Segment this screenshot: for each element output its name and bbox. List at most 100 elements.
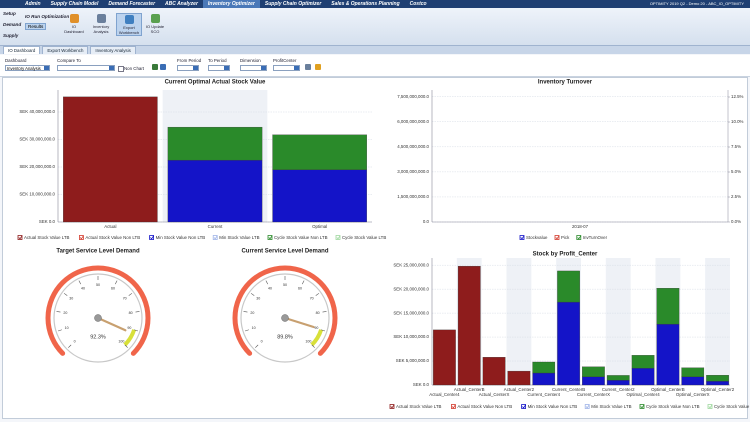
gauge-tick — [243, 311, 248, 313]
legend-check — [390, 404, 395, 409]
y-tick-label: 6,000,000,000.0 — [397, 119, 429, 124]
gauge-needle — [283, 316, 315, 329]
x-tick-label: Actual — [104, 224, 116, 229]
x-tick-label: Current_Center4 — [527, 392, 560, 397]
nav-item[interactable]: Sales & Operations Planning — [331, 1, 400, 7]
x-tick-label: Optimal_CenterX — [676, 392, 710, 397]
nav-item[interactable]: Supply Chain Optimizer — [264, 1, 322, 7]
tab[interactable]: Inventory Analysis — [90, 46, 136, 54]
bar-segment — [681, 376, 705, 386]
legend-label: Cycle Stock Value LTB — [714, 404, 750, 409]
filter-select[interactable] — [208, 65, 230, 71]
y2-tick-label: 0.0% — [731, 219, 741, 224]
y-tick-label: SEK 15,000,000.0 — [393, 310, 429, 315]
toolbar-icon[interactable] — [305, 64, 311, 70]
tool-label: IO Dashboard — [64, 24, 84, 34]
nav-item[interactable]: Costco — [409, 1, 427, 7]
gauge-tick-label: 0 — [261, 339, 263, 343]
legend-label: Min Stock Value Non LTB — [528, 404, 578, 409]
legend-swatch — [521, 404, 526, 409]
x-tick-label: Current_CenterB — [552, 387, 585, 392]
legend-swatch — [79, 235, 84, 240]
bar-segment — [557, 301, 580, 386]
legend-swatch — [576, 235, 582, 240]
gauge-tick-label: 80 — [316, 311, 320, 315]
legend-label: Min Stock Value LTB — [219, 235, 259, 240]
legend-check — [520, 235, 525, 240]
nav-item[interactable]: Inventory Optimizer — [202, 0, 260, 8]
gauge-band — [123, 329, 137, 347]
gauge-tick-label: 70 — [310, 297, 314, 301]
nav-item[interactable]: ABC Analyzer — [165, 1, 198, 7]
legend-swatch — [335, 235, 341, 240]
x-tick-label: 2018-07 — [572, 224, 589, 229]
tool-icon — [124, 15, 134, 24]
legend-check — [522, 404, 526, 409]
nav-item[interactable]: Demand Forecaster — [108, 1, 156, 7]
gauge-tick — [311, 344, 315, 348]
bar-segment — [631, 355, 655, 369]
legend-label: InvTurnOver — [583, 235, 608, 240]
legend-check — [640, 404, 645, 409]
gauge-tick-label: 100 — [118, 339, 124, 343]
bar-segment — [582, 376, 605, 386]
legend-label: Actual Stock Value LTB — [24, 235, 70, 240]
ribbon-tool[interactable]: IO Update SCO — [143, 13, 167, 34]
y-tick-label: SEK 0.0 — [413, 382, 430, 387]
gauge-tick — [265, 280, 269, 285]
checkbox-label: Non Chart — [124, 66, 145, 71]
ribbon-tool[interactable]: IO Dashboard — [62, 13, 86, 34]
bar-segment — [656, 323, 680, 386]
ribbon-section[interactable]: Demand — [3, 22, 22, 27]
gauge-tick-label: 0 — [74, 339, 76, 343]
x-tick-label: Actual_CenterX — [479, 392, 510, 397]
gauge-tick-label: 10 — [65, 326, 69, 330]
gauge-band — [310, 329, 324, 347]
legend-swatch — [450, 404, 456, 409]
results-button[interactable]: Results — [25, 23, 47, 30]
toolbar-icon[interactable] — [315, 64, 321, 70]
filter-select[interactable] — [240, 65, 267, 71]
gauge-arc — [232, 265, 338, 356]
toolbar-icon[interactable] — [160, 64, 166, 70]
legend-check — [79, 235, 84, 240]
x-tick-label: Current — [208, 224, 223, 229]
gauge-tick — [128, 293, 133, 296]
y-tick-label: 3,000,000,000.0 — [397, 169, 429, 174]
filter-select[interactable] — [57, 65, 115, 71]
bar-segment — [557, 270, 580, 303]
bar-segment — [272, 169, 367, 223]
nav-item[interactable]: Supply Chain Model — [50, 1, 99, 7]
gauge-tick-label: 60 — [111, 287, 115, 291]
bar-segment — [167, 159, 263, 223]
y-tick-label: SEK 10,000,000.0 — [393, 334, 429, 339]
tab[interactable]: IO Dashboard — [3, 46, 41, 54]
gauge-hub — [94, 314, 102, 322]
toolbar-icon[interactable] — [152, 64, 158, 70]
filter-label: Compare To — [57, 58, 81, 63]
bar-segment — [656, 288, 680, 325]
legend-check — [708, 404, 713, 409]
nav-item[interactable]: Admin — [25, 1, 41, 7]
filter-select[interactable] — [273, 65, 300, 71]
bar-segment — [272, 134, 367, 170]
ribbon-tool[interactable]: Export Workbench — [116, 13, 142, 37]
x-tick-label: Actual_CenterB — [454, 387, 485, 392]
ribbon-section[interactable]: Supply — [3, 33, 19, 38]
ribbon-group-label: IO Run Optimization — [25, 14, 70, 19]
filter-select[interactable] — [177, 65, 199, 71]
filter-select[interactable]: Inventory Analysis — [5, 65, 50, 71]
y2-tick-label: 12.5% — [731, 94, 744, 99]
checkbox[interactable] — [118, 66, 124, 72]
gauge-tick — [68, 344, 72, 348]
gauge-tick-label: 90 — [127, 326, 131, 330]
ribbon-section[interactable]: Setup — [3, 11, 16, 16]
y-tick-label: SEK 30,000,000.0 — [19, 137, 55, 142]
chart-title: Current Optimal Actual Stock Value — [165, 80, 266, 86]
ribbon-tool[interactable]: Inventory Analysis — [89, 13, 113, 34]
legend-check — [577, 235, 582, 240]
tab[interactable]: Export Workbench — [42, 46, 89, 54]
bar-segment — [167, 126, 263, 161]
